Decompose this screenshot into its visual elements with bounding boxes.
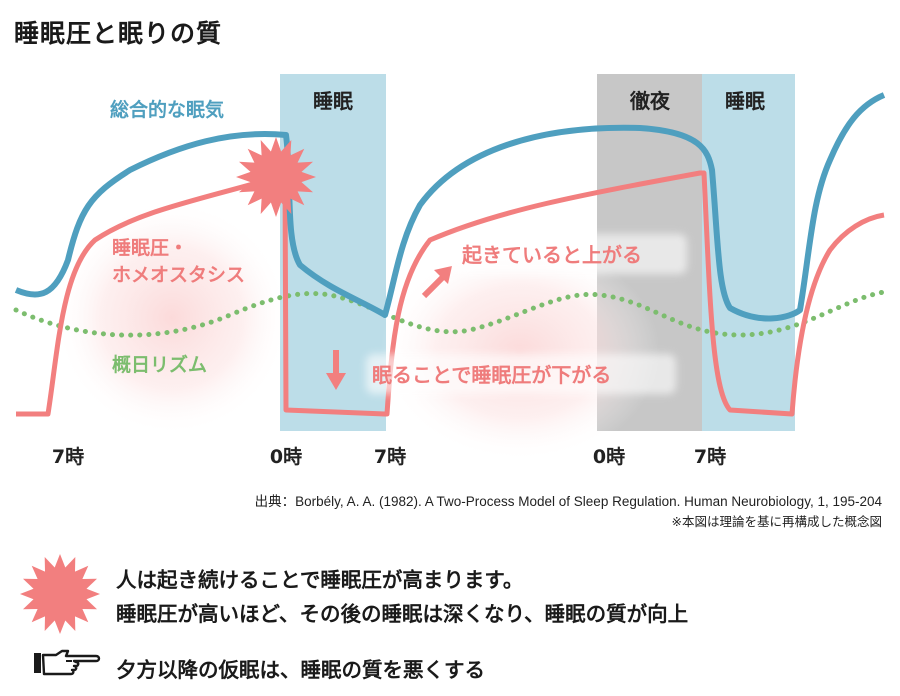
up-arrow-icon [421,266,452,299]
label-sleep-pressure-1: 睡眠圧・ [112,237,188,259]
sleep-pressure-curve [16,170,885,417]
annotation-sleeping-bg [366,354,676,394]
pointing-hand-icon [34,649,101,676]
label-sleep-pressure-2: ホメオスタシス [112,264,245,286]
glow-right [380,242,660,462]
annotation-sleeping: 眠ることで睡眠圧が下がる [372,363,611,387]
starburst-icon [20,554,100,634]
time-label: 7時 [52,446,84,468]
total-sleepiness-curve [14,92,886,322]
time-label: 0時 [270,446,302,468]
glow-left [54,200,290,436]
circadian-curve [13,289,887,338]
band-label-allnight: 徹夜 [629,89,671,113]
annotation-awake: 起きていると上がる [461,243,642,267]
time-label: 7時 [374,446,406,468]
bullet-text-3: 夕方以降の仮眠は、睡眠の質を悪くする [116,658,485,682]
label-total-sleepiness: 総合的な眠気 [110,98,224,121]
label-circadian: 概日リズム [112,353,207,376]
bullet-text-2: 睡眠圧が高いほど、その後の睡眠は深くなり、睡眠の質が向上 [116,602,689,626]
annotation-awake-bg [455,234,687,274]
band-label-sleep-2: 睡眠 [725,89,765,113]
page-title: 睡眠圧と眠りの質 [14,19,223,48]
source-note: ※本図は理論を基に再構成した概念図 [671,514,882,529]
starburst-icon [236,137,316,217]
source-citation: 出典：Borbély, A. A. (1982). A Two-Process … [254,494,882,509]
bullet-text-1: 人は起き続けることで睡眠圧が高まります。 [116,568,524,592]
down-arrow-icon [326,350,346,390]
time-label: 7時 [694,446,726,468]
band-label-sleep-1: 睡眠 [313,89,353,113]
time-label: 0時 [593,446,625,468]
sleep-pressure-diagram: 睡眠 徹夜 睡眠 総合的な眠気 睡眠圧・ ホメオスタシス 概日リズム 起きている… [13,74,887,468]
